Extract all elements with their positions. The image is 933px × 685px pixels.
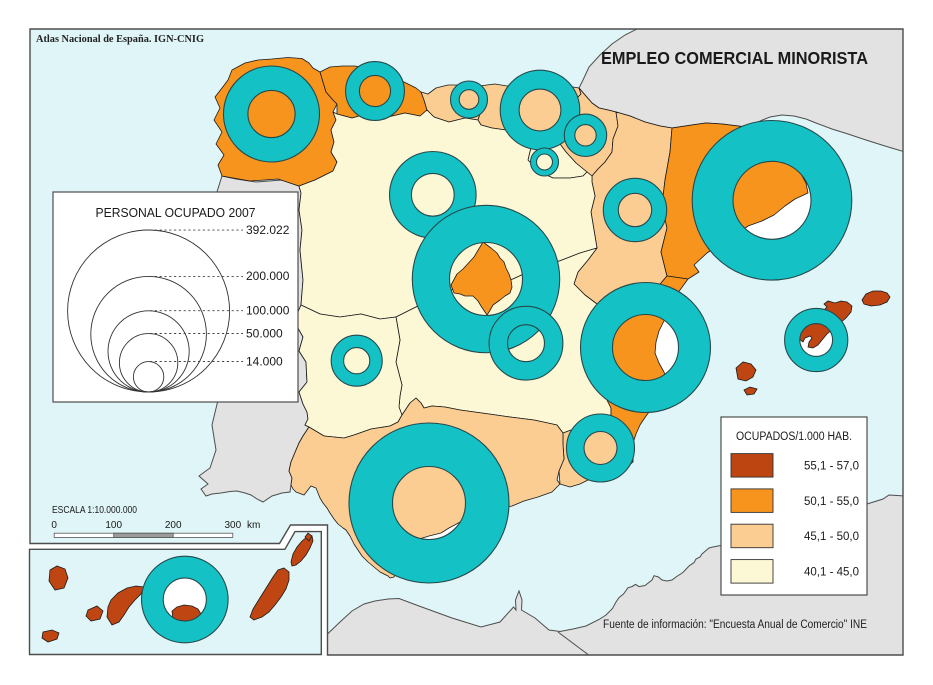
- svg-text:ESCALA 1:10.000.000: ESCALA 1:10.000.000: [52, 504, 137, 516]
- svg-text:OCUPADOS/1.000 HAB.: OCUPADOS/1.000 HAB.: [736, 431, 852, 443]
- svg-text:40,1 - 45,0: 40,1 - 45,0: [804, 566, 859, 578]
- svg-text:100.000: 100.000: [246, 304, 290, 318]
- svg-text:PERSONAL OCUPADO 2007: PERSONAL OCUPADO 2007: [96, 206, 256, 220]
- svg-text:55,1 - 57,0: 55,1 - 57,0: [804, 461, 859, 473]
- svg-text:Fuente de información: "Encues: Fuente de información: "Encuesta Anual d…: [603, 619, 867, 631]
- svg-text:200: 200: [165, 520, 182, 531]
- svg-text:14.000: 14.000: [246, 355, 283, 369]
- svg-text:200.000: 200.000: [246, 269, 290, 283]
- svg-text:50,1 - 55,0: 50,1 - 55,0: [804, 496, 859, 508]
- svg-text:km: km: [247, 520, 260, 531]
- svg-text:300: 300: [224, 520, 241, 531]
- svg-text:45,1 - 50,0: 45,1 - 50,0: [804, 531, 859, 543]
- svg-text:0: 0: [51, 520, 57, 531]
- svg-text:392.022: 392.022: [246, 223, 290, 237]
- svg-text:100: 100: [105, 520, 122, 531]
- svg-text:50.000: 50.000: [246, 327, 283, 341]
- svg-text:Atlas Nacional de España. IGN-: Atlas Nacional de España. IGN-CNIG: [36, 33, 204, 45]
- svg-text:EMPLEO COMERCIAL MINORISTA: EMPLEO COMERCIAL MINORISTA: [601, 48, 868, 68]
